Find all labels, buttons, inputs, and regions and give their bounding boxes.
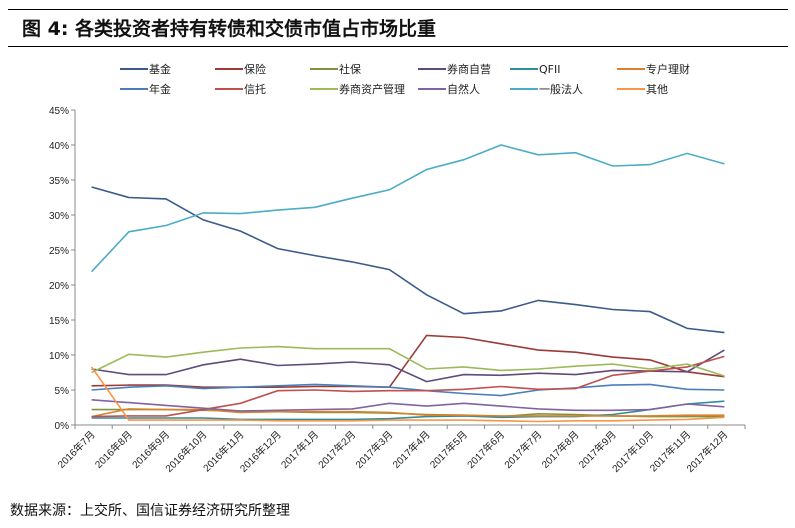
y-tick-label: 20%	[49, 281, 69, 292]
x-tick-label: 2017年8月	[539, 428, 582, 471]
y-tick-label: 25%	[49, 246, 69, 257]
series-line-保险	[91, 334, 725, 389]
series-line-一般法人	[91, 144, 725, 273]
series-line-券商自营	[91, 349, 725, 383]
legend-label: 自然人	[447, 82, 480, 96]
legend-label: 社保	[339, 62, 361, 76]
legend-label: 基金	[149, 62, 171, 76]
legend-label: 专户理财	[646, 62, 690, 76]
x-tick-label: 2017年2月	[315, 428, 358, 471]
y-tick-label: 35%	[49, 176, 69, 187]
legend-label: 保险	[244, 62, 266, 76]
series-line-年金	[91, 383, 725, 397]
legend-label: QFII	[539, 63, 560, 76]
y-tick-label: 40%	[49, 141, 69, 152]
y-tick-label: 30%	[49, 211, 69, 222]
legend-label: 一般法人	[539, 82, 583, 96]
legend-label: 其他	[646, 83, 668, 96]
data-source-note: 数据来源：上交所、国信证券经济研究所整理	[10, 503, 290, 519]
y-tick-label: 15%	[49, 316, 69, 327]
x-tick-label: 2017年1月	[278, 428, 321, 471]
y-tick-label: 10%	[49, 351, 69, 362]
series-line-专户理财	[91, 408, 725, 418]
legend-label: 信托	[244, 82, 266, 96]
line-chart: 0% 5% 10% 15% 20% 25% 30% 35% 40% 45% 2016年7月2016年…	[49, 62, 746, 475]
x-tick-label: 2017年7月	[501, 428, 544, 471]
series-line-自然人	[91, 399, 725, 412]
x-tick-label: 2016年8月	[92, 428, 135, 471]
y-tick-label: 45%	[49, 106, 69, 117]
x-tick-label: 2016年7月	[55, 428, 98, 471]
x-tick-label: 2017年5月	[427, 428, 470, 471]
x-tick-label: 2017年6月	[464, 428, 507, 471]
legend-label: 年金	[149, 82, 171, 96]
figure-title: 图 4: 各类投资者持有转债和交债市值占市场比重	[8, 9, 788, 47]
series-line-QFII	[91, 400, 725, 421]
y-tick-label: 5%	[55, 386, 70, 397]
x-tick-label: 2017年4月	[390, 428, 433, 471]
series-line-信托	[91, 355, 725, 418]
x-tick-label: 2017年3月	[353, 428, 396, 471]
series-line-券商资产管理	[91, 345, 725, 377]
legend-label: 券商资产管理	[339, 82, 405, 96]
series-line-其他	[90, 366, 725, 423]
series-line-基金	[91, 186, 725, 334]
legend-label: 券商自营	[447, 62, 491, 76]
y-tick-label: 0%	[55, 421, 70, 432]
